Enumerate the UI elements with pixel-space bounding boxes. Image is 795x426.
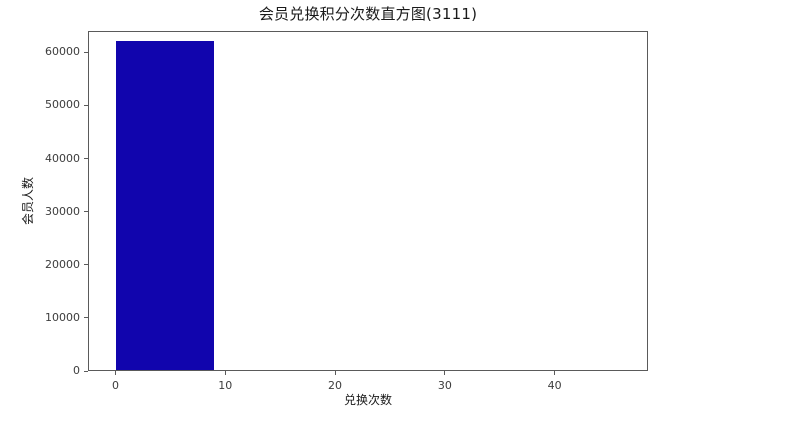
y-tick-mark bbox=[84, 370, 88, 372]
x-axis-ticks: 0 10 20 30 40 bbox=[88, 371, 648, 401]
x-tick-mark bbox=[334, 371, 336, 375]
y-tick-label: 20000 bbox=[45, 257, 80, 271]
x-axis-label: 兑换次数 bbox=[343, 393, 392, 407]
x-tick-label: 10 bbox=[218, 379, 233, 392]
y-tick-mark bbox=[84, 211, 88, 213]
y-tick-label: 10000 bbox=[45, 310, 80, 324]
x-tick-mark bbox=[114, 371, 116, 375]
y-tick-label: 50000 bbox=[45, 98, 80, 112]
y-axis-label: 会员人数 bbox=[21, 177, 35, 226]
x-tick-label: 0 bbox=[111, 379, 119, 392]
x-tick-label: 40 bbox=[547, 379, 562, 392]
y-tick-mark bbox=[84, 264, 88, 266]
x-tick-mark bbox=[554, 371, 556, 375]
histogram-bar bbox=[116, 40, 215, 370]
x-tick-label: 30 bbox=[437, 379, 452, 392]
y-tick-mark bbox=[84, 51, 88, 53]
plot-area bbox=[89, 32, 647, 370]
y-tick-label: 60000 bbox=[45, 45, 80, 59]
x-tick-label: 20 bbox=[328, 379, 343, 392]
x-tick-mark bbox=[444, 371, 446, 375]
y-tick-mark bbox=[84, 158, 88, 159]
chart-title: 会员兑换积分次数直方图(3111) bbox=[258, 5, 478, 23]
x-tick-mark bbox=[224, 371, 226, 375]
y-tick-mark bbox=[84, 104, 88, 106]
plot-axes bbox=[88, 31, 648, 371]
y-tick-label: 40000 bbox=[45, 151, 80, 165]
y-tick-label: 0 bbox=[73, 364, 80, 377]
y-tick-label: 30000 bbox=[45, 204, 80, 218]
y-tick-mark bbox=[84, 317, 88, 319]
